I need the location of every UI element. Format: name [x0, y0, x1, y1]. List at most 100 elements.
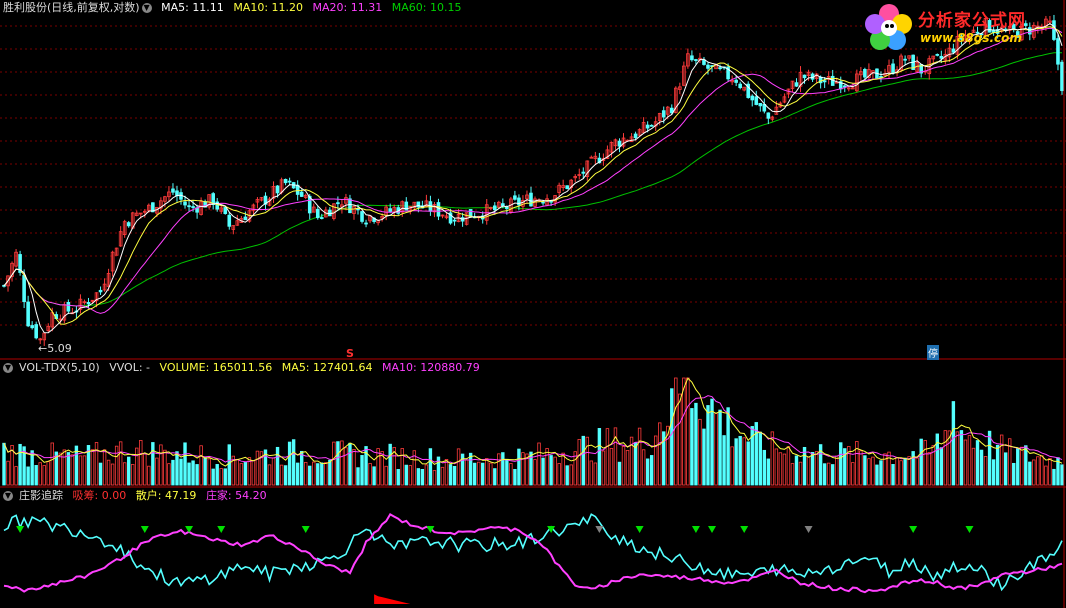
volume-bar	[243, 462, 248, 486]
volume-bar	[702, 428, 706, 486]
volume-bar	[6, 460, 10, 486]
buy-value: 0.00	[101, 489, 127, 502]
candle-body	[231, 225, 236, 230]
sell-marker	[16, 526, 25, 533]
volume-bar	[674, 377, 678, 486]
candle-body	[444, 215, 449, 219]
candle-body	[356, 208, 360, 211]
volume-bar	[183, 442, 187, 486]
candle-body	[315, 208, 320, 219]
sell-marker	[217, 526, 226, 533]
candle-body	[106, 273, 111, 287]
candle-body	[766, 112, 771, 119]
volume-bar	[625, 449, 630, 486]
volume-bar	[879, 460, 883, 486]
candle-body	[134, 212, 139, 216]
volume-bar	[658, 422, 662, 486]
volume-bar	[106, 459, 111, 486]
volume-bar	[114, 445, 119, 486]
candle-body	[963, 35, 968, 43]
volume-bar	[255, 450, 260, 486]
volume-bar	[308, 465, 312, 486]
candle-body	[138, 212, 143, 215]
vol-ma5-value: 127401.64	[313, 361, 373, 374]
volume-bar	[328, 459, 332, 486]
volume-bar	[1032, 459, 1036, 486]
volume-bar	[135, 447, 139, 486]
volume-bar	[1008, 438, 1012, 486]
candle-body	[1056, 38, 1060, 65]
settings-dropdown-icon[interactable]: ▼	[141, 3, 152, 13]
volume-bar	[983, 456, 988, 486]
sell-marker	[426, 526, 435, 533]
candle-body	[243, 216, 248, 221]
candle-body	[187, 205, 191, 208]
volume-bar	[891, 464, 895, 486]
volume-bar	[275, 446, 280, 486]
candle-body	[517, 197, 521, 206]
sell-marker	[547, 526, 556, 533]
volume-bar	[895, 457, 899, 486]
candle-body	[1060, 61, 1064, 92]
candle-body	[975, 31, 980, 34]
candle-body	[10, 262, 14, 277]
low-price-value: 5.09	[47, 342, 72, 355]
volume-bar	[863, 455, 867, 486]
volume-bar	[633, 442, 638, 486]
volume-bar	[1048, 457, 1052, 486]
candle-body	[380, 215, 384, 219]
candle-body	[774, 106, 779, 115]
candle-body	[98, 289, 103, 293]
volume-bar	[147, 465, 151, 486]
settings-dropdown-icon[interactable]: ▼	[3, 491, 13, 501]
candle-body	[939, 55, 944, 59]
volume-bar	[412, 450, 417, 486]
volume-bar	[239, 463, 244, 486]
vol-title: VOL-TDX(5,10)	[19, 361, 100, 374]
candle-body	[163, 196, 167, 202]
ma60-label: MA60:	[391, 1, 427, 14]
candle-body	[90, 299, 95, 302]
volume-bar	[283, 465, 288, 486]
vol-ma5-label: MA5:	[281, 361, 310, 374]
candle-body	[26, 301, 30, 327]
volume-bar	[979, 449, 984, 486]
candle-body	[18, 254, 22, 273]
volume-bar	[923, 440, 927, 486]
volume-bar	[440, 466, 445, 486]
volume-bar	[324, 462, 328, 486]
volume-bar	[649, 455, 654, 486]
volume-bar	[219, 468, 223, 486]
candle-body	[122, 221, 127, 235]
candle-body	[1007, 25, 1012, 31]
volume-bar	[159, 444, 163, 486]
volume-bar	[70, 454, 75, 486]
volume-bar	[171, 459, 175, 486]
candle-body	[114, 247, 119, 256]
volume-bar	[299, 450, 304, 486]
sell-marker	[635, 526, 644, 533]
vol-ma10-label: MA10:	[382, 361, 417, 374]
volume-bar	[694, 402, 698, 486]
volume-bar	[955, 431, 960, 486]
candle-body	[754, 96, 759, 105]
candle-body	[436, 202, 441, 217]
volume-bar	[569, 464, 573, 486]
volume-bar	[102, 449, 107, 486]
volume-bar	[509, 463, 513, 486]
volume-bar	[456, 448, 461, 486]
volume-bar	[408, 465, 413, 486]
volume-bar	[991, 459, 996, 486]
candle-body	[665, 106, 670, 115]
volume-bar	[86, 445, 91, 486]
volume-bar	[464, 459, 469, 486]
candle-body	[669, 107, 674, 114]
volume-bar	[855, 441, 859, 486]
volume-bar	[577, 439, 581, 486]
candle-body	[275, 185, 280, 194]
volume-bar	[987, 430, 992, 486]
volume-bar	[525, 453, 529, 486]
volume-bar	[78, 455, 83, 486]
settings-dropdown-icon[interactable]: ▼	[3, 363, 13, 373]
